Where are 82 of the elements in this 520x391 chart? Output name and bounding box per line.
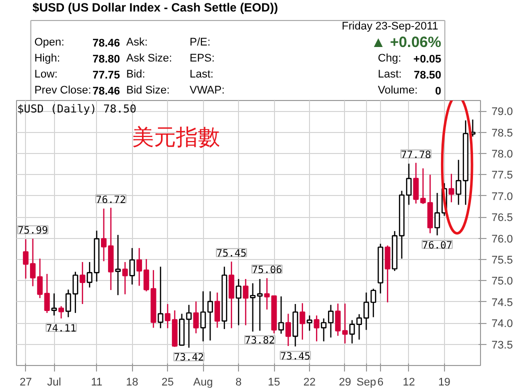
text: 78.80 <box>92 54 120 66</box>
candlestick <box>122 261 128 295</box>
y-tick-label: 76.5 <box>492 212 513 224</box>
y-tick-label: 77.0 <box>492 190 513 203</box>
text: High: <box>34 52 60 64</box>
x-tick-label: 12 <box>402 376 415 388</box>
text: +0.05 <box>413 54 442 66</box>
annotation: 76.07 <box>422 240 452 252</box>
text: 78.50 <box>414 70 442 82</box>
x-tick-label: 29 <box>338 376 352 388</box>
text: Last: <box>378 68 402 80</box>
candlestick <box>158 266 164 329</box>
x-tick-label: Sep <box>356 376 376 388</box>
text: ▲ +0.06% <box>370 34 442 51</box>
x-tick-label: 6 <box>377 376 384 388</box>
candlestick <box>448 173 454 203</box>
y-tick-label: 78.5 <box>492 127 513 140</box>
y-tick-label: 79.0 <box>492 106 513 118</box>
candlestick <box>242 278 248 326</box>
annotation: 77.78 <box>400 150 431 161</box>
text: Prev Close: <box>34 84 92 96</box>
candlestick <box>228 261 234 329</box>
annotation: 76.72 <box>96 194 126 206</box>
candlestick <box>115 234 121 296</box>
text: Chg: <box>378 52 402 64</box>
y-tick-label: 77.5 <box>492 170 513 182</box>
text: Last: <box>190 68 214 80</box>
y-tick-label: 73.5 <box>492 339 513 352</box>
annotation: 75.45 <box>216 248 247 260</box>
annotation: 73.45 <box>280 351 310 362</box>
annotation: 74.11 <box>46 323 76 334</box>
annotation: 75.99 <box>18 226 48 237</box>
x-tick-label: 15 <box>268 376 280 388</box>
x-tick-label: Jul <box>47 376 62 388</box>
text: Ask Size: <box>126 52 172 64</box>
text: Friday 23-Sep-2011 <box>342 20 438 32</box>
x-tick-label: 22 <box>303 376 316 388</box>
candlestick <box>236 278 242 326</box>
text: P/E: <box>190 36 210 48</box>
candlestick <box>80 261 86 305</box>
x-tick-label: 27 <box>20 376 32 388</box>
text: Ask: <box>126 36 148 48</box>
y-tick-label: 76.0 <box>492 233 513 246</box>
annotation: $USD (Daily) 78.50 <box>17 102 136 116</box>
chart-title: $USD (US Dollar Index - Cash Settle (EOD)) <box>32 0 278 14</box>
text: Volume: <box>378 84 418 96</box>
candlestick <box>285 313 292 347</box>
candlestick <box>58 306 64 320</box>
annotation: 美元指數 <box>132 124 220 150</box>
text: Open: <box>34 36 64 48</box>
candlestick <box>300 302 306 340</box>
text: 78.46 <box>92 38 120 50</box>
y-tick-label: 75.5 <box>492 254 513 266</box>
text: 77.75 <box>92 70 120 82</box>
x-tick-label: 11 <box>90 376 102 388</box>
candlestick <box>214 292 220 328</box>
candlestick <box>129 247 135 286</box>
candlestick <box>278 296 284 334</box>
annotation: 73.42 <box>174 352 204 364</box>
text: Low: <box>34 68 58 80</box>
x-tick-label: 18 <box>126 376 138 388</box>
text: 0 <box>435 86 442 98</box>
candlestick <box>193 300 199 334</box>
text: 78.46 <box>92 86 120 98</box>
x-tick-label: 25 <box>162 376 174 388</box>
y-tick-label: 74.0 <box>492 318 513 330</box>
text: Bid: <box>126 68 146 80</box>
y-tick-label: 78.0 <box>492 148 513 160</box>
x-tick-label: Aug <box>193 376 213 388</box>
annotation: 75.06 <box>252 265 282 276</box>
text: VWAP: <box>190 84 225 96</box>
annotation: 73.82 <box>244 336 275 347</box>
text: Bid Size: <box>126 84 170 96</box>
candlestick <box>314 314 320 342</box>
candlestick <box>306 314 312 332</box>
candlestick <box>51 292 57 316</box>
y-tick-label: 74.5 <box>492 296 513 309</box>
y-tick-label: 75.0 <box>492 276 513 288</box>
candlestick <box>384 244 390 303</box>
x-tick-label: 19 <box>438 376 450 388</box>
x-tick-label: 8 <box>236 376 242 388</box>
text: EPS: <box>190 52 215 64</box>
